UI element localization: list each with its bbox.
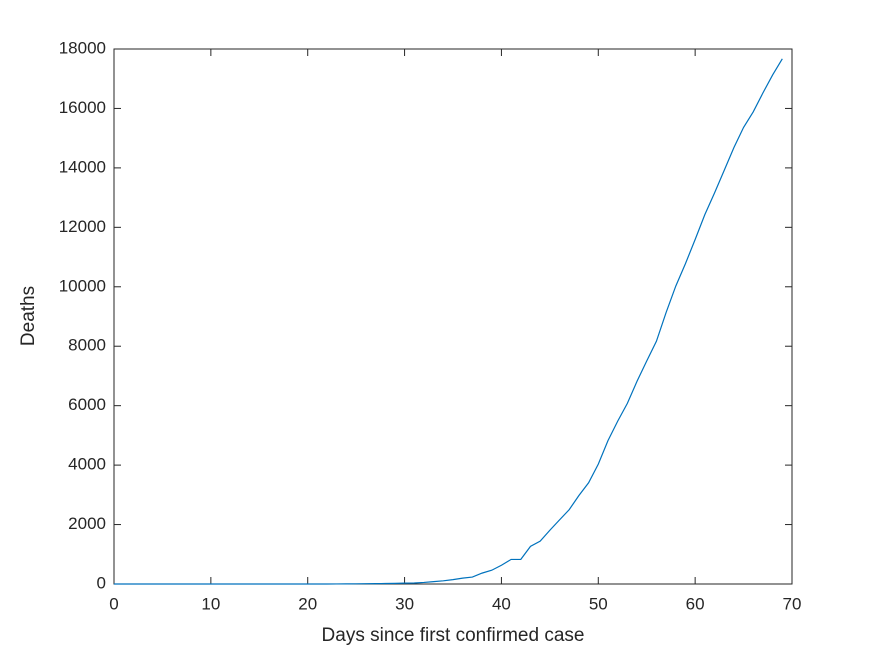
x-tick-label: 30 xyxy=(395,594,414,613)
x-tick-label: 0 xyxy=(109,594,118,613)
y-tick-label: 12000 xyxy=(59,217,106,236)
y-tick-label: 14000 xyxy=(59,157,106,176)
x-tick-label: 70 xyxy=(783,594,802,613)
data-line xyxy=(114,58,783,585)
x-tick-label: 40 xyxy=(492,594,511,613)
y-tick-label: 0 xyxy=(97,573,106,592)
y-tick-label: 6000 xyxy=(68,395,106,414)
x-axis-label: Days since first confirmed case xyxy=(322,625,585,646)
x-tick-label: 50 xyxy=(589,594,608,613)
plot-frame xyxy=(113,48,793,585)
y-tick-label: 4000 xyxy=(68,455,106,474)
y-tick-label: 2000 xyxy=(68,514,106,533)
x-tick-label: 60 xyxy=(686,594,705,613)
y-tick-label: 18000 xyxy=(59,38,106,57)
y-tick-label: 8000 xyxy=(68,336,106,355)
y-tick-label: 10000 xyxy=(59,276,106,295)
x-tick-label: 20 xyxy=(298,594,317,613)
y-axis-label: Deaths xyxy=(18,286,39,346)
x-tick-label: 10 xyxy=(201,594,220,613)
y-tick-label: 16000 xyxy=(59,98,106,117)
